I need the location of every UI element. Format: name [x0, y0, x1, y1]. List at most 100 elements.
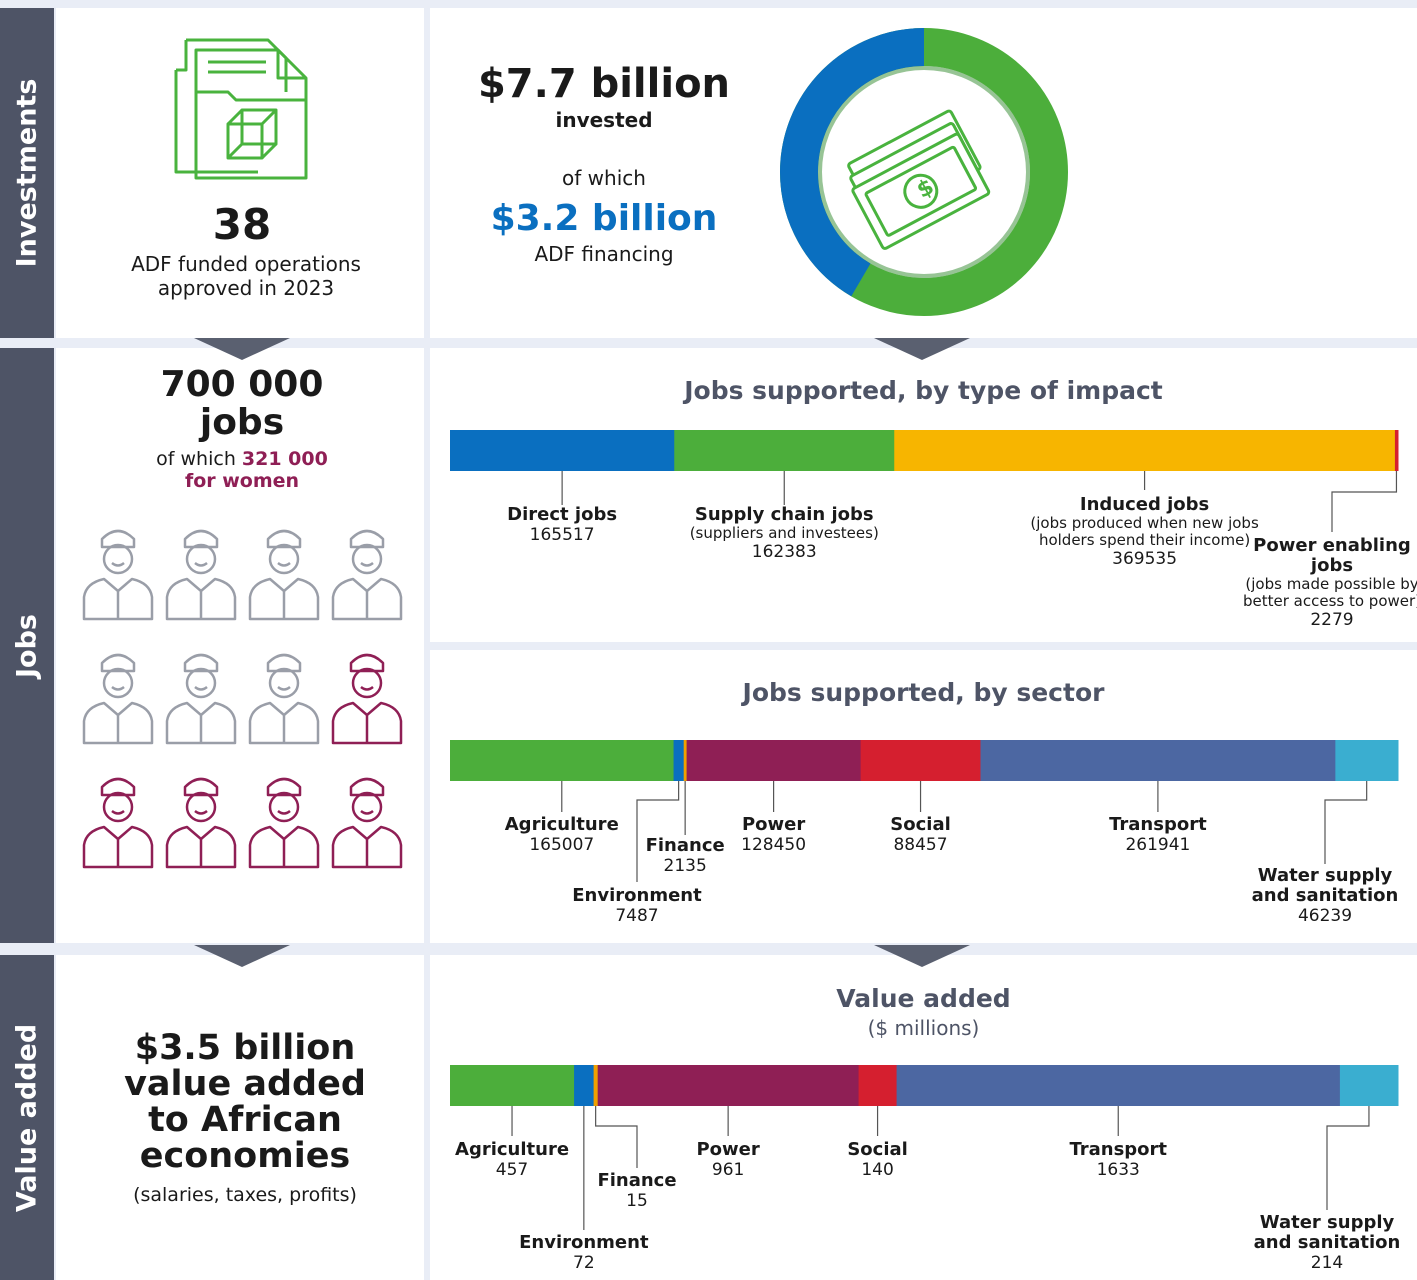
category-label: Environment [572, 885, 702, 906]
bar-segment-agriculture [450, 740, 675, 781]
value-added-chart-panel [430, 955, 1417, 1280]
category-label: Power [696, 1139, 760, 1160]
jobs-by-type-panel [430, 348, 1417, 642]
bar-segment-finance [593, 1065, 599, 1106]
leader-line [1331, 471, 1398, 532]
data-label: Social 140 [847, 1140, 908, 1181]
artist-icon [329, 649, 405, 745]
value-label: 261941 [1125, 835, 1191, 855]
data-label: Water supply and sanitation 214 [1253, 1212, 1401, 1274]
category-label: Finance [597, 1170, 677, 1191]
data-label: Power 961 [696, 1139, 760, 1181]
operations-count: 38 [212, 200, 272, 249]
jobs-unit: jobs [199, 402, 285, 443]
chart-title-jobs-by-type: Jobs supported, by type of impact [684, 376, 1163, 405]
category-label: Finance [645, 835, 725, 856]
bar-segment-social [860, 740, 981, 781]
adf-financing-amount: $3.2 billion [490, 198, 718, 239]
value-added-line3: to African [148, 1100, 342, 1140]
leader-line [1326, 1106, 1370, 1210]
bar-segment-transport [980, 740, 1336, 781]
value-label: 162383 [751, 542, 817, 562]
data-label: Supply chain jobs (suppliers and investee… [690, 504, 879, 563]
value-label: 369535 [1112, 549, 1178, 569]
bar-segment-supply-chain-jobs [674, 430, 895, 471]
data-label: Environment 7487 [572, 885, 702, 927]
investment-donut-chart: $ [780, 28, 1068, 316]
data-label: Environment 72 [519, 1232, 649, 1274]
investment-total: $7.7 billion [477, 61, 731, 107]
documents-cube-icon [174, 38, 308, 180]
category-label: Transport [1109, 814, 1207, 835]
operations-text-line1: ADF funded operations [131, 252, 361, 276]
jobs-of-which: of which [156, 448, 236, 470]
category-label: Social [890, 814, 951, 835]
value-label: 2135 [663, 856, 707, 876]
down-arrow-icon [874, 338, 970, 360]
category-label: Power [741, 814, 806, 835]
jobs-sidebar: Jobs [0, 348, 54, 943]
office-worker-icon [246, 525, 322, 621]
value-added-line2: value added [124, 1064, 366, 1104]
category-label: Agriculture [455, 1139, 570, 1160]
money-icon: $ [847, 109, 991, 250]
data-label: Finance 2135 [645, 835, 725, 877]
category-label: Supply chain jobs [694, 504, 874, 525]
value-label: 961 [711, 1160, 745, 1180]
data-label: Transport 261941 [1109, 814, 1207, 856]
teacher-woman-icon [329, 773, 405, 869]
value-label: 128450 [741, 835, 807, 855]
category-label: Induced jobs [1079, 494, 1210, 515]
value-label: 140 [861, 1160, 894, 1180]
doctor-icon [80, 525, 156, 621]
data-label: Agriculture 457 [455, 1139, 570, 1181]
bar-segment-water-supply-and-sanitation [1335, 740, 1399, 781]
chef-icon [163, 649, 239, 745]
worker-icons-grid [80, 525, 410, 870]
bar-segment-environment [574, 1065, 595, 1106]
value-label: 46239 [1297, 906, 1353, 926]
bar-segment-finance [683, 740, 688, 781]
value-label: 88457 [893, 835, 948, 855]
value-label: 15 [626, 1191, 648, 1211]
category-label: Environment [519, 1232, 649, 1253]
bar-segment-agriculture [450, 1065, 575, 1106]
value-added-line4: economies [139, 1136, 351, 1176]
category-note: (jobs made possible by better access to p… [1242, 575, 1417, 610]
data-label: Transport 1633 [1069, 1139, 1168, 1181]
donut-adf-segment [780, 28, 1068, 316]
banker-woman-icon [80, 773, 156, 869]
value-added-note: (salaries, taxes, profits) [133, 1184, 357, 1206]
value-label: 165007 [529, 835, 595, 855]
value-label: 72 [573, 1253, 595, 1273]
down-arrow-icon [194, 945, 290, 967]
category-label: Water supply and sanitation [1253, 1212, 1401, 1253]
category-label: Agriculture [504, 814, 619, 835]
jobs-women-label: for women [184, 470, 300, 492]
chart-title-jobs-by-sector: Jobs supported, by sector [742, 678, 1105, 707]
leader-line [636, 781, 680, 882]
bar-segment-water-supply-and-sanitation [1339, 1065, 1399, 1106]
bar-segment-power [597, 1065, 860, 1106]
down-arrow-icon [874, 945, 970, 967]
bar-segment-direct-jobs [450, 430, 675, 471]
jobs-by-sector-panel [430, 650, 1417, 943]
data-label: Finance 15 [597, 1170, 677, 1212]
chart-title-value-added: Value added [836, 984, 1011, 1013]
leader-line [595, 1106, 638, 1168]
jobs-total: 700 000 [160, 364, 324, 405]
value-label: 214 [1310, 1253, 1344, 1273]
engineer-icon [163, 525, 239, 621]
operations-text-line2: approved in 2023 [157, 276, 335, 300]
investment-text: $7.7 billion invested of which $3.2 bill… [455, 60, 753, 266]
investment-of-which: of which [562, 166, 646, 190]
farmer-icon [329, 525, 405, 621]
data-label: Power enabling jobs (jobs made possible by… [1242, 535, 1417, 631]
data-label: Water supply and sanitation 46239 [1252, 866, 1399, 927]
bar-segment-power-enabling-jobs [1394, 430, 1399, 471]
category-label: Power enabling jobs [1253, 535, 1411, 576]
category-label: Transport [1069, 1139, 1168, 1160]
mechanic-icon [80, 649, 156, 745]
investments-sidebar: Investments [0, 8, 54, 338]
